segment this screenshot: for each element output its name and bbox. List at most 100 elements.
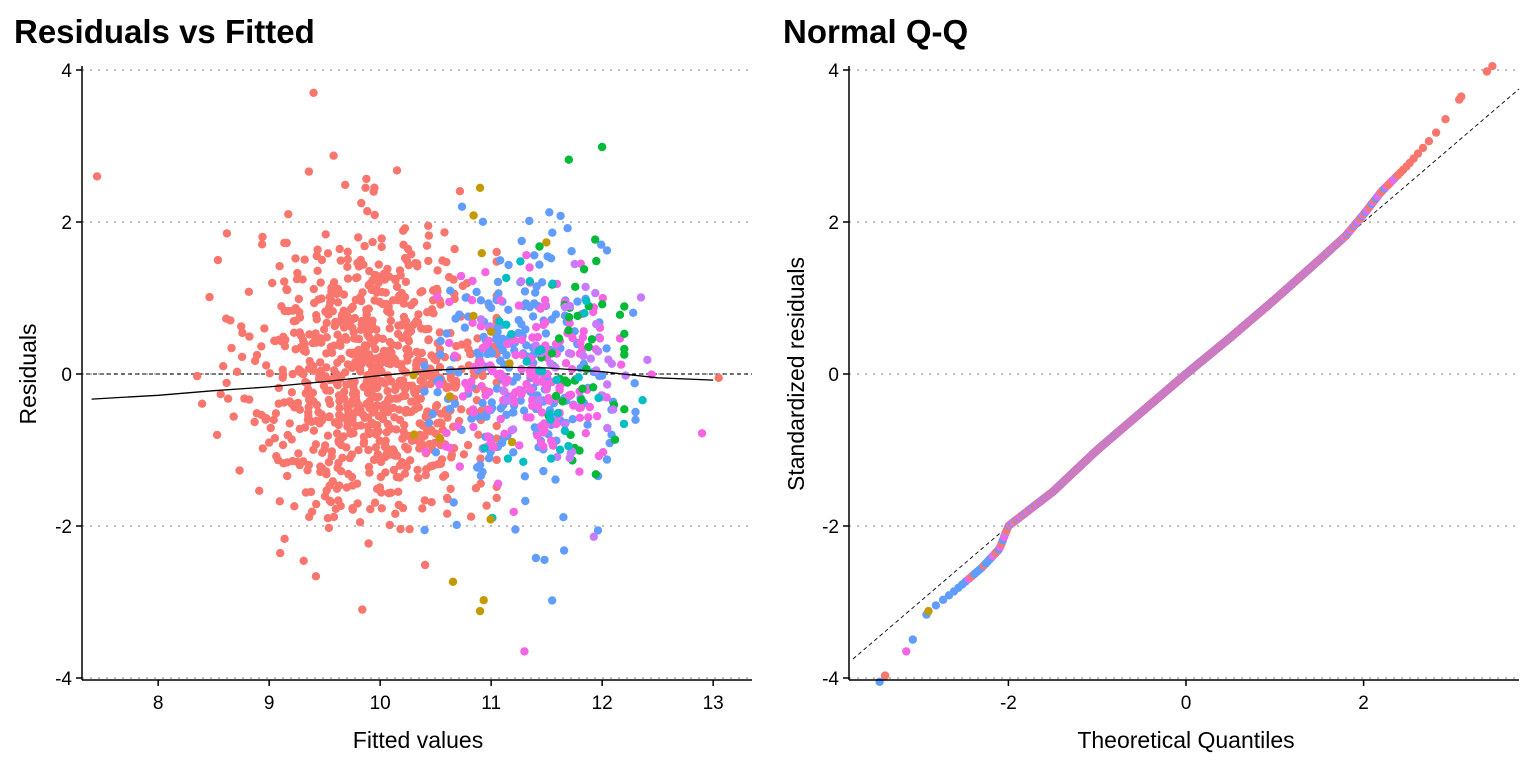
residual-point-540 (301, 488, 311, 497)
residual-point-609 (292, 275, 302, 284)
y-tick-label-1: -2 (55, 517, 72, 538)
residual-point-816 (442, 493, 452, 503)
residual-point-1447 (486, 327, 496, 336)
residuals-smoother-line (91, 366, 714, 400)
residual-point-1389 (499, 386, 508, 395)
residual-point-852 (415, 419, 424, 428)
residual-point-627 (418, 504, 427, 513)
residual-point-895 (369, 455, 379, 465)
residual-point-1043 (568, 415, 577, 424)
residual-point-114 (237, 352, 247, 362)
residual-point-899 (366, 505, 375, 514)
residual-point-1299 (541, 379, 550, 388)
residuals-vs-fitted-title: Residuals vs Fitted (14, 13, 315, 50)
y-tick-label-0: -4 (55, 669, 72, 690)
residual-point-810 (379, 404, 388, 413)
residual-point-392 (298, 336, 308, 345)
residual-point-879 (370, 336, 380, 345)
residual-point-1309 (568, 333, 577, 343)
residual-point-292 (328, 307, 337, 316)
residual-point-1336 (579, 265, 589, 274)
residual-point-1000 (508, 408, 517, 417)
residual-point-953 (431, 448, 441, 457)
y-tick-label-4: 4 (828, 61, 839, 82)
residual-point-1082 (475, 460, 485, 470)
residual-point-466 (422, 465, 431, 474)
residual-point-1446 (477, 249, 486, 258)
residual-point-1128 (537, 278, 547, 287)
residual-point-1315 (544, 396, 554, 405)
residual-point-494 (432, 401, 442, 410)
residual-point-1235 (503, 339, 512, 349)
residual-point-639 (293, 457, 302, 467)
residual-point-166 (457, 340, 466, 349)
residual-point-1371 (563, 378, 572, 387)
qq-point-1454 (1418, 143, 1428, 153)
residual-point-819 (229, 412, 238, 421)
residual-point-514 (326, 298, 335, 307)
residual-point-1225 (511, 350, 520, 360)
residual-point-1233 (528, 395, 537, 404)
residual-point-1256 (538, 428, 548, 437)
residual-point-721 (324, 412, 334, 422)
residual-point-1245 (467, 377, 476, 386)
residual-point-734 (258, 444, 267, 453)
residual-point-1437 (564, 441, 573, 451)
residual-point-1076 (445, 366, 454, 375)
residual-point-1080 (454, 368, 463, 377)
residual-point-1424 (507, 330, 516, 339)
residual-point-760 (380, 379, 390, 388)
residual-point-1417 (594, 393, 603, 403)
residual-point-408 (389, 465, 399, 475)
residual-point-737 (250, 356, 260, 366)
residual-point-1403 (560, 302, 570, 312)
residual-point-1265 (552, 419, 561, 429)
residual-point-1354 (597, 142, 607, 152)
qq-point-4 (938, 595, 948, 604)
residual-point-1382 (604, 355, 613, 364)
residual-point-750 (409, 387, 419, 396)
residual-point-69 (492, 247, 501, 257)
residual-point-1445 (479, 596, 488, 605)
residual-point-718 (384, 346, 394, 356)
residual-point-570 (357, 296, 366, 306)
residual-point-591 (300, 346, 309, 356)
residual-point-1444 (538, 367, 547, 376)
normal-qq-panel: Normal Q-Q -4 -2 0 2 4 -2 0 2 Theoretical Quan… (783, 13, 1520, 753)
residual-point-1125 (521, 299, 531, 308)
residual-point-978 (567, 247, 576, 256)
residual-point-1081 (420, 361, 429, 370)
residual-point-1030 (516, 396, 525, 405)
residual-point-913 (410, 297, 419, 307)
residual-point-1337 (620, 302, 629, 311)
residual-point-640 (381, 288, 390, 297)
residual-point-19 (343, 262, 352, 271)
residual-point-461 (342, 380, 351, 389)
residual-point-307 (212, 430, 222, 440)
residual-point-946 (530, 251, 539, 260)
qq-extreme-high-2 (1488, 61, 1497, 71)
residual-point-1303 (469, 422, 478, 432)
x-tick-label-3: 11 (481, 693, 501, 714)
residual-point-885 (370, 498, 380, 507)
residual-point-1340 (591, 235, 600, 244)
residual-point-644 (400, 224, 410, 233)
residual-point-1198 (481, 268, 490, 277)
residual-point-1294 (468, 318, 477, 327)
residual-point-775 (309, 284, 318, 294)
residual-point-964 (496, 256, 505, 265)
residual-point-776 (313, 266, 322, 275)
residual-point-1431 (580, 309, 589, 318)
residual-point-1153 (468, 276, 477, 286)
qq-reference-line (852, 88, 1520, 660)
x-tick-label-0: 8 (153, 693, 164, 714)
residual-point-358 (399, 240, 408, 249)
residual-point-992 (520, 287, 530, 296)
residual-point-1214 (496, 414, 505, 424)
residual-point-1320 (578, 333, 588, 342)
residual-point-391 (401, 442, 410, 451)
residual-point-752 (418, 287, 427, 296)
residual-point-693 (457, 405, 466, 414)
residual-point-890 (354, 262, 364, 271)
residual-point-831 (355, 365, 365, 374)
